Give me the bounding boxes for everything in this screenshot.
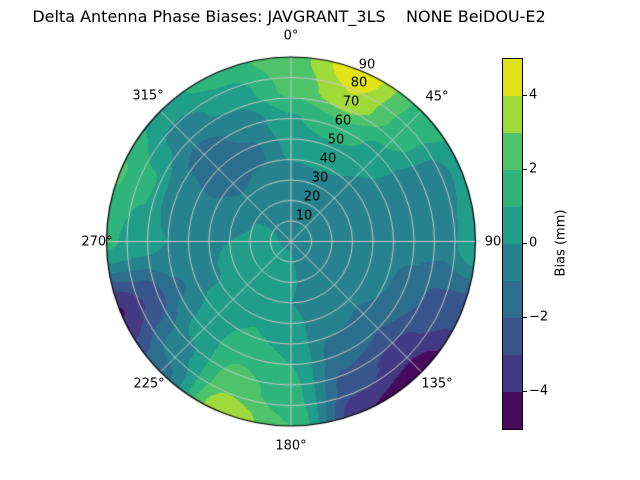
colorbar <box>502 58 523 430</box>
r-tick-20: 20 <box>303 189 321 205</box>
theta-tick-180: 180° <box>275 438 307 454</box>
theta-tick-135: 135° <box>421 376 453 392</box>
colorbar-segment <box>503 318 522 355</box>
theta-tick-270: 270° <box>81 234 113 250</box>
chart-title: Delta Antenna Phase Biases: JAVGRANT_3LS… <box>32 7 546 26</box>
colorbar-segment <box>503 59 522 96</box>
theta-tick-0: 0° <box>283 28 299 44</box>
colorbar-tick-0: 0 <box>529 235 538 251</box>
theta-tick-225: 225° <box>133 376 165 392</box>
colorbar-tick--2: −2 <box>529 309 549 325</box>
r-tick-50: 50 <box>327 132 345 148</box>
theta-tick-315: 315° <box>132 88 164 104</box>
colorbar-segment <box>503 392 522 429</box>
r-tick-70: 70 <box>342 94 360 110</box>
colorbar-tickmark-2 <box>523 169 527 170</box>
colorbar-tickmark--4 <box>523 391 527 392</box>
r-tick-80: 80 <box>350 75 368 91</box>
theta-tick-90: 90 <box>484 234 502 250</box>
r-tick-40: 40 <box>319 151 337 167</box>
colorbar-tickmark-4 <box>523 95 527 96</box>
colorbar-segment <box>503 96 522 133</box>
r-tick-60: 60 <box>334 113 352 129</box>
r-tick-10: 10 <box>295 208 313 224</box>
colorbar-tick-4: 4 <box>529 87 538 103</box>
r-tick-90: 90 <box>358 57 376 73</box>
colorbar-segment <box>503 244 522 281</box>
colorbar-segment <box>503 281 522 318</box>
r-tick-30: 30 <box>311 170 329 186</box>
colorbar-tickmark-0 <box>523 243 527 244</box>
colorbar-tick--4: −4 <box>529 383 549 399</box>
colorbar-segment <box>503 170 522 207</box>
theta-tick-45: 45° <box>425 89 449 105</box>
colorbar-segment <box>503 133 522 170</box>
colorbar-tick-2: 2 <box>529 161 538 177</box>
colorbar-axis-label: Bias (mm) <box>553 209 569 277</box>
colorbar-segment <box>503 207 522 244</box>
colorbar-segment <box>503 355 522 392</box>
colorbar-tickmark--2 <box>523 317 527 318</box>
